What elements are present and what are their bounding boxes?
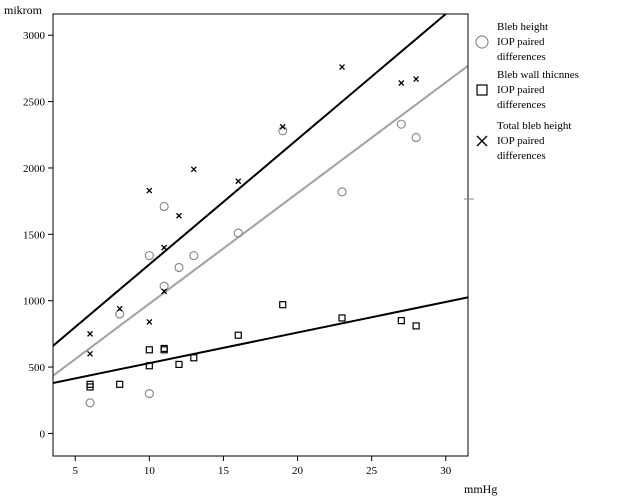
x-tick-label: 20 xyxy=(292,465,304,477)
x-marker-stroke xyxy=(161,244,168,251)
square-marker xyxy=(116,380,124,388)
square-marker xyxy=(234,331,242,339)
x-marker-stroke xyxy=(190,166,197,173)
x-marker xyxy=(413,76,420,82)
x-axis-label: mmHg xyxy=(464,482,497,496)
circle-marker xyxy=(115,309,125,319)
x-marker-stroke xyxy=(413,76,420,82)
circle-marker xyxy=(159,201,169,212)
square-marker xyxy=(279,301,287,309)
square-marker xyxy=(145,362,153,370)
x-marker xyxy=(279,123,286,130)
y-axis-label: mikrom xyxy=(4,3,43,17)
circle-marker xyxy=(396,119,406,129)
axes: 5 10 15 20 25 30 0 500 1000 1500 2000 2500 3000 mikro… xyxy=(4,3,497,496)
x-marker-stroke xyxy=(87,330,94,337)
x-marker xyxy=(398,80,405,86)
square-marker xyxy=(190,354,198,362)
x-marker xyxy=(161,288,168,295)
y-tick-label: 1500 xyxy=(23,229,46,241)
circle-marker xyxy=(85,398,95,408)
legend-entry: Bleb height IOP paired differences xyxy=(475,21,548,63)
legend-label: Total bleb height xyxy=(497,120,571,132)
x-marker xyxy=(176,212,182,219)
x-marker-stroke xyxy=(235,178,242,185)
y-tick-label: 2000 xyxy=(23,163,46,175)
legend-label: IOP paired xyxy=(497,84,545,96)
x-marker xyxy=(235,178,242,185)
x-marker-stroke xyxy=(279,123,286,130)
square-marker xyxy=(86,380,94,388)
legend-label: Bleb wall thicnnes xyxy=(497,69,579,81)
legend-x-marker xyxy=(476,135,488,147)
legend-label: Bleb height xyxy=(497,21,548,33)
x-marker xyxy=(190,166,197,173)
x-marker xyxy=(87,350,94,357)
legend-label: IOP paired xyxy=(497,36,545,48)
legend-label: differences xyxy=(497,150,546,162)
square-marker xyxy=(397,317,405,325)
x-marker-stroke xyxy=(176,212,182,219)
circle-marker xyxy=(174,262,184,273)
x-marker-stroke xyxy=(146,318,153,325)
circle-marker xyxy=(144,250,154,261)
fit-line xyxy=(53,64,468,377)
square-marker xyxy=(175,360,183,369)
x-tick-label: 30 xyxy=(440,465,452,477)
fit-line xyxy=(53,296,468,384)
x-tick-label: 25 xyxy=(366,465,378,477)
data-markers xyxy=(85,64,421,408)
legend-entry: Bleb wall thicnnes IOP paired differences xyxy=(476,69,579,111)
fit-line xyxy=(53,14,447,347)
circle-marker xyxy=(144,389,154,399)
circle-marker xyxy=(189,250,199,261)
x-marker-stroke xyxy=(398,80,405,86)
x-marker xyxy=(146,187,153,194)
y-tick-label: 1000 xyxy=(23,296,46,308)
legend-label: IOP paired xyxy=(497,135,545,147)
x-tick-label: 10 xyxy=(144,465,156,477)
circle-marker xyxy=(159,281,169,291)
plot-frame xyxy=(52,13,469,457)
y-tick-label: 3000 xyxy=(23,30,46,42)
x-marker-stroke xyxy=(161,288,168,295)
x-marker xyxy=(87,330,94,337)
circle-marker xyxy=(411,132,421,143)
square-marker xyxy=(145,346,153,354)
x-marker-stroke xyxy=(116,305,123,312)
legend-label: differences xyxy=(497,51,546,63)
legend-entry: Total bleb height IOP paired differences xyxy=(476,120,571,162)
square-marker xyxy=(160,346,168,354)
x-marker xyxy=(146,318,153,325)
x-tick-label: 5 xyxy=(72,465,78,477)
y-tick-label: 500 xyxy=(29,362,46,374)
x-marker xyxy=(339,64,345,71)
x-marker-stroke xyxy=(87,350,94,357)
square-marker xyxy=(412,322,420,330)
y-tick-label: 0 xyxy=(40,428,46,440)
x-marker xyxy=(161,244,168,251)
y-tick-label: 2500 xyxy=(23,97,46,109)
x-marker-stroke xyxy=(146,187,153,194)
legend-circle-marker xyxy=(475,35,489,49)
circle-marker xyxy=(233,228,243,238)
legend-label: differences xyxy=(497,99,546,111)
x-marker-stroke xyxy=(339,64,345,71)
circle-marker xyxy=(337,187,347,197)
x-tick-label: 15 xyxy=(218,465,230,477)
circle-marker xyxy=(278,126,288,136)
fit-lines xyxy=(53,14,468,384)
x-marker xyxy=(116,305,123,312)
legend-square-marker xyxy=(476,84,488,96)
square-marker xyxy=(338,314,346,322)
